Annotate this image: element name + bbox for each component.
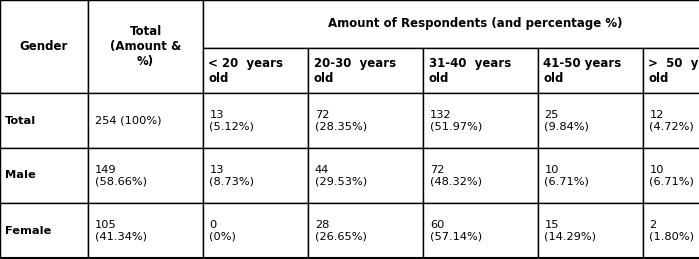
Text: 25
(9.84%): 25 (9.84%) (545, 110, 589, 131)
Text: Total: Total (6, 116, 36, 126)
Bar (538, 48, 643, 93)
Text: 0
(0%): 0 (0%) (209, 220, 236, 241)
Bar (203, 203, 308, 258)
Bar (88, 203, 203, 258)
Bar (0, 203, 88, 258)
Text: Female: Female (6, 226, 52, 235)
Bar (538, 93, 643, 148)
Text: 72
(48.32%): 72 (48.32%) (430, 165, 482, 186)
Text: 132
(51.97%): 132 (51.97%) (430, 110, 482, 131)
Bar (643, 93, 699, 148)
Text: 149
(58.66%): 149 (58.66%) (95, 165, 147, 186)
Bar (88, 148, 203, 203)
Text: 44
(29.53%): 44 (29.53%) (315, 165, 367, 186)
Bar (203, 0, 699, 48)
Bar (88, 0, 203, 93)
Bar (203, 93, 308, 148)
Bar (423, 148, 538, 203)
Text: 60
(57.14%): 60 (57.14%) (430, 220, 482, 241)
Bar (88, 93, 203, 148)
Bar (308, 48, 423, 93)
Bar (423, 48, 538, 93)
Text: 15
(14.29%): 15 (14.29%) (545, 220, 596, 241)
Text: 41-50 years
old: 41-50 years old (543, 56, 621, 84)
Bar (643, 148, 699, 203)
Bar (0, 0, 88, 93)
Text: 13
(5.12%): 13 (5.12%) (209, 110, 254, 131)
Bar (423, 203, 538, 258)
Bar (643, 48, 699, 93)
Bar (308, 93, 423, 148)
Bar (538, 203, 643, 258)
Text: Amount of Respondents (and percentage %): Amount of Respondents (and percentage %) (329, 18, 623, 31)
Bar (0, 148, 88, 203)
Text: 31-40  years
old: 31-40 years old (428, 56, 511, 84)
Text: 254 (100%): 254 (100%) (95, 116, 161, 126)
Bar (203, 48, 308, 93)
Text: 2
(1.80%): 2 (1.80%) (649, 220, 694, 241)
Text: < 20  years
old: < 20 years old (208, 56, 283, 84)
Bar (308, 148, 423, 203)
Bar (538, 148, 643, 203)
Text: 105
(41.34%): 105 (41.34%) (95, 220, 147, 241)
Text: 10
(6.71%): 10 (6.71%) (545, 165, 589, 186)
Text: Gender: Gender (20, 40, 69, 53)
Text: 13
(8.73%): 13 (8.73%) (209, 165, 254, 186)
Text: 72
(28.35%): 72 (28.35%) (315, 110, 367, 131)
Bar (308, 203, 423, 258)
Text: Male: Male (6, 170, 36, 181)
Text: Total
(Amount &
%): Total (Amount & %) (110, 25, 181, 68)
Bar (0, 93, 88, 148)
Text: 12
(4.72%): 12 (4.72%) (649, 110, 694, 131)
Text: >  50  years
old: > 50 years old (648, 56, 699, 84)
Text: 10
(6.71%): 10 (6.71%) (649, 165, 694, 186)
Bar (643, 203, 699, 258)
Text: 28
(26.65%): 28 (26.65%) (315, 220, 367, 241)
Text: 20-30  years
old: 20-30 years old (314, 56, 396, 84)
Bar (423, 93, 538, 148)
Bar (203, 148, 308, 203)
